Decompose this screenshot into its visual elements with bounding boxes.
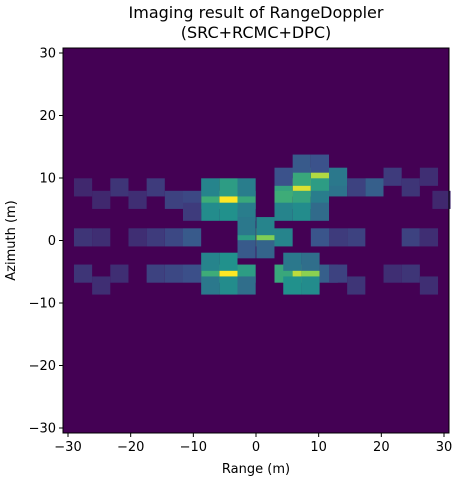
heatmap-cell-3 [219, 178, 238, 197]
heatmap-cell-7 [201, 202, 220, 221]
heatmap-cell-10 [183, 202, 202, 221]
heatmap-cell-30 [237, 217, 256, 236]
heatmap-cell-81 [183, 264, 202, 283]
y-tick-label: 30 [39, 47, 56, 62]
plot-area [63, 48, 449, 433]
x-tick-label: −20 [117, 440, 144, 455]
heatmap-cell-64 [128, 228, 147, 247]
x-axis: −30 −20 −10 0 10 20 30 [54, 433, 452, 455]
heatmap-cell-80 [419, 276, 439, 295]
heatmap-cell-8 [237, 202, 256, 221]
chart-title-line-1: Imaging result of RangeDoppler [129, 3, 384, 22]
x-tick-label: −30 [54, 440, 81, 455]
heatmap-cell-73 [110, 264, 129, 283]
heatmap-cell-71 [164, 264, 183, 283]
heatmap-cell-32 [256, 240, 275, 259]
heatmap-cell-67 [329, 228, 348, 247]
heatmap-cell-52 [128, 190, 147, 209]
heatmap-cell-4 [201, 178, 220, 197]
heatmap-cell-62 [164, 228, 183, 247]
chart-title-line-2: (SRC+RCMC+DPC) [181, 23, 332, 42]
heatmap-cell-53 [110, 178, 129, 197]
heatmap-cell-33 [237, 240, 256, 259]
heatmap-cell-5 [237, 178, 256, 197]
heatmap-cell-39 [219, 276, 238, 295]
heatmap-cell-25 [310, 154, 329, 173]
y-tick-label: −20 [29, 359, 56, 374]
x-tick-label: 20 [373, 440, 390, 455]
heatmap-cell-54 [92, 190, 111, 209]
y-tick-label: −30 [29, 422, 56, 437]
heatmap-cell-24 [292, 154, 311, 173]
heatmap-cell-23 [310, 202, 329, 221]
heatmap-cell-70 [419, 228, 439, 247]
heatmap-cell-46 [301, 276, 320, 295]
heatmap-cell-68 [347, 228, 366, 247]
x-tick-label: 0 [252, 440, 260, 455]
y-tick-label: 10 [39, 172, 56, 187]
y-axis-label: Azimuth (m) [4, 200, 19, 281]
heatmap-cell-82 [183, 228, 202, 247]
heatmap-cell-41 [237, 276, 256, 295]
heatmap-cell-45 [283, 276, 302, 295]
heatmap-cell-31 [256, 217, 275, 236]
heatmap-cell-63 [146, 228, 165, 247]
heatmap-cell-22 [292, 202, 311, 221]
heatmap-cell-38 [201, 252, 220, 271]
heatmap-cell-75 [73, 264, 93, 283]
heatmap-cell-60 [419, 167, 439, 186]
heatmap-cell-66 [73, 228, 93, 247]
heatmap-cell-78 [383, 264, 402, 283]
heatmap-cell-6 [219, 202, 238, 221]
heatmap-cell-56 [347, 178, 366, 197]
heatmap-cell-59 [401, 178, 420, 197]
y-axis: −30 −20 −10 0 10 20 30 [29, 47, 63, 437]
heatmap-cell-61 [432, 190, 451, 209]
heatmap-cell-40 [201, 276, 220, 295]
x-axis-label: Range (m) [222, 462, 290, 477]
heatmap-cell-51 [146, 178, 165, 197]
x-tick-label: −10 [180, 440, 207, 455]
heatmap-cell-26 [274, 167, 293, 186]
heatmap-cell-77 [347, 276, 366, 295]
heatmap-cell-65 [92, 228, 111, 247]
x-tick-label: 30 [436, 440, 453, 455]
y-tick-label: 20 [39, 109, 56, 124]
heatmap-cell-79 [401, 264, 420, 283]
heatmap-cell-21 [274, 202, 293, 221]
heatmap-cell-69 [401, 228, 420, 247]
y-tick-label: 0 [48, 234, 56, 249]
y-tick-label: −10 [29, 297, 56, 312]
x-tick-label: 10 [310, 440, 327, 455]
heatmap-cell-72 [146, 264, 165, 283]
heatmap-cell-76 [329, 264, 348, 283]
heatmap-cell-57 [365, 178, 384, 197]
heatmap-cell-83 [310, 228, 329, 247]
heatmap-cell-47 [283, 252, 302, 271]
heatmap-cell-29 [274, 228, 293, 247]
chart-title: Imaging result of RangeDoppler (SRC+RCMC… [129, 3, 384, 42]
heatmap-cell-48 [301, 252, 320, 271]
heatmap-cell-58 [383, 167, 402, 186]
heatmap-cell-74 [92, 276, 111, 295]
heatmap-cell-37 [219, 252, 238, 271]
heatmap-cells [73, 154, 451, 295]
heatmap-cell-50 [164, 190, 183, 209]
heatmap-cell-17 [329, 167, 348, 186]
heatmap-cell-55 [73, 178, 93, 197]
